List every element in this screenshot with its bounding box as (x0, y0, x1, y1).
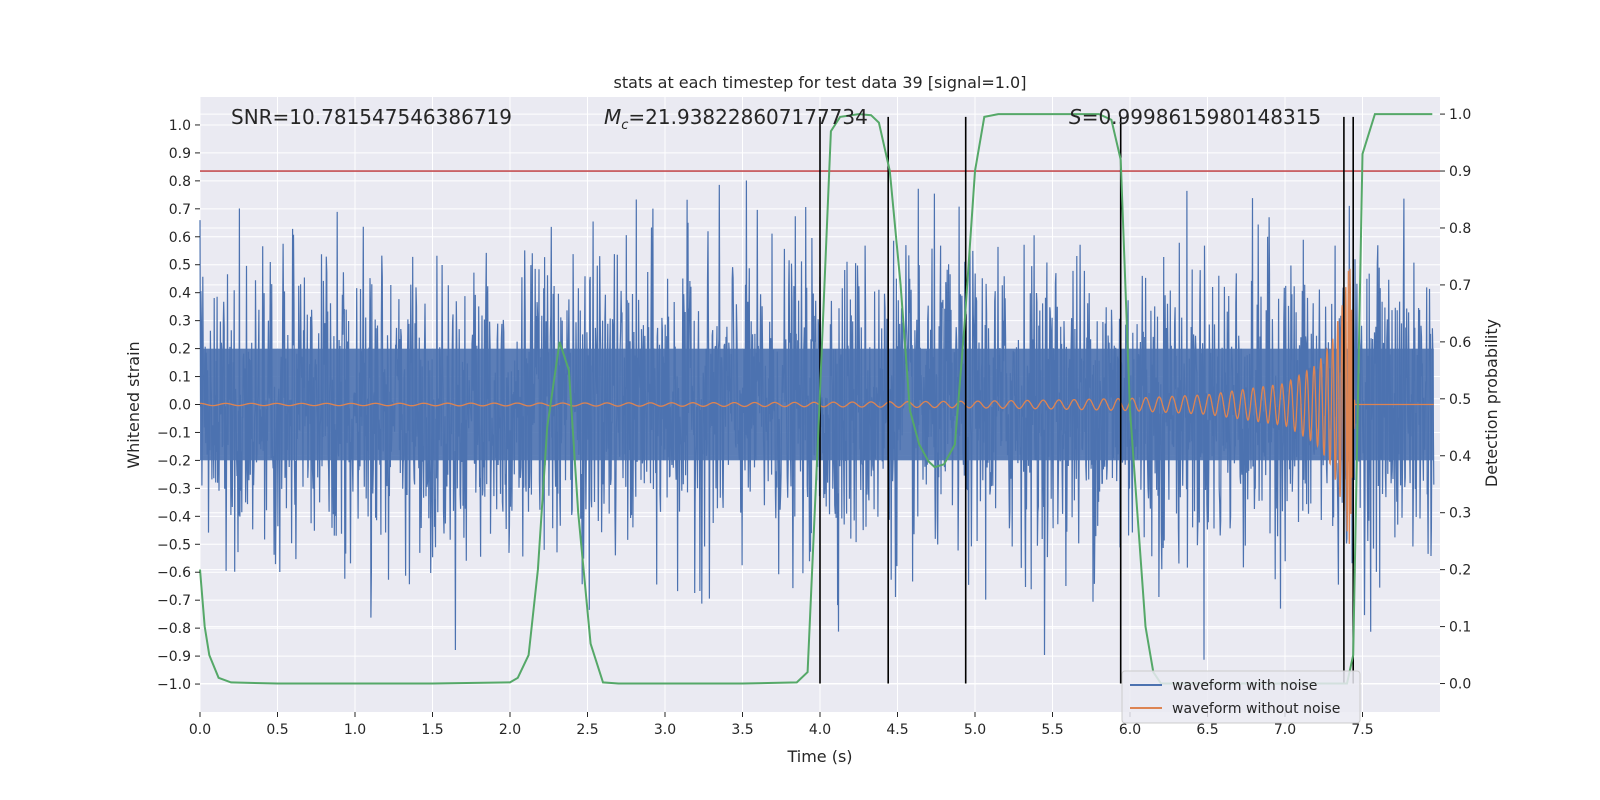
y-tick-label: 0.7 (169, 202, 191, 218)
clean-series (200, 268, 1434, 544)
x-tick-label: 4.0 (809, 722, 831, 738)
y-tick-label: 0.4 (169, 286, 191, 302)
chirp-mass-value: =21.938228607177734 (628, 105, 867, 129)
x-tick-label: 2.0 (499, 722, 521, 738)
x-tick-label: 4.5 (886, 722, 908, 738)
x-tick-label: 6.5 (1196, 722, 1218, 738)
snr-annotation: SNR=10.781547546386719 (231, 105, 512, 129)
y-tick-label: −1.0 (157, 677, 191, 693)
x-tick-label: 3.0 (654, 722, 676, 738)
probability-series (199, 113, 1433, 685)
y-tick-label: −0.1 (157, 425, 191, 441)
y-tick-label: 0.5 (169, 258, 191, 274)
legend: waveform with noise waveform without noi… (1121, 670, 1361, 724)
y-tick-label: −0.2 (157, 453, 191, 469)
score-value: =0.9998615980148315 (1082, 105, 1321, 129)
x-tick-label: 7.0 (1274, 722, 1296, 738)
axis-ticks: 0.0 0.5 1.0 1.5 2.0 2.5 3.0 3.5 4.0 4.5 5.0 5.5 6.0 6… (157, 107, 1471, 738)
y2-tick-label: 0.0 (1449, 677, 1471, 693)
y2-tick-label: 0.7 (1449, 278, 1471, 294)
y-tick-label: 1.0 (169, 118, 191, 134)
x-tick-label: 3.5 (731, 722, 753, 738)
y-tick-label: 0.2 (169, 342, 191, 358)
y-tick-label: −0.8 (157, 621, 191, 637)
x-tick-label: 2.5 (576, 722, 598, 738)
chart-title: stats at each timestep for test data 39 … (614, 73, 1027, 92)
y-tick-label: −0.6 (157, 565, 191, 581)
chirp-mass-subscript: c (621, 118, 628, 133)
y2-tick-label: 0.8 (1449, 221, 1471, 237)
y-tick-label: 0.6 (169, 230, 191, 246)
legend-label-clean: waveform without noise (1172, 701, 1340, 717)
y-tick-label: 0.1 (169, 370, 191, 386)
legend-label-noise: waveform with noise (1172, 678, 1317, 694)
detection-probability-line (199, 113, 1433, 685)
y2-tick-label: 0.4 (1449, 449, 1471, 465)
y2-tick-label: 0.2 (1449, 563, 1471, 579)
y-tick-label: −0.7 (157, 593, 191, 609)
y2-axis-label: Detection probability (1482, 319, 1501, 487)
clean-waveform-line (200, 268, 1434, 544)
chirp-mass-annotation: Mc=21.938228607177734 (604, 105, 868, 133)
x-tick-label: 5.0 (964, 722, 986, 738)
y-tick-label: −0.4 (157, 509, 191, 525)
y-axis-label: Whitened strain (124, 341, 143, 468)
y2-tick-label: 0.5 (1449, 392, 1471, 408)
chirp-mass-symbol: M (604, 105, 621, 129)
x-tick-label: 1.0 (344, 722, 366, 738)
x-tick-label: 5.5 (1041, 722, 1063, 738)
legend-box (1121, 670, 1361, 724)
x-tick-label: 0.5 (266, 722, 288, 738)
y2-tick-label: 0.9 (1449, 164, 1471, 180)
y2-tick-label: 0.6 (1449, 335, 1471, 351)
score-symbol: S (1069, 105, 1082, 129)
y-tick-label: −0.3 (157, 481, 191, 497)
y2-tick-label: 0.3 (1449, 506, 1471, 522)
x-tick-label: 7.5 (1351, 722, 1373, 738)
score-annotation: S=0.9998615980148315 (1069, 105, 1321, 129)
y2-tick-label: 1.0 (1449, 107, 1471, 123)
x-axis-label: Time (s) (786, 747, 852, 766)
y-tick-label: 0.8 (169, 174, 191, 190)
y-tick-label: 0.9 (169, 146, 191, 162)
y-tick-label: −0.5 (157, 537, 191, 553)
y-tick-label: 0.0 (169, 398, 191, 414)
x-tick-label: 6.0 (1119, 722, 1141, 738)
x-tick-label: 1.5 (421, 722, 443, 738)
y-tick-label: −0.9 (157, 649, 191, 665)
y2-tick-label: 0.1 (1449, 620, 1471, 636)
y-tick-label: 0.3 (169, 314, 191, 330)
x-tick-label: 0.0 (189, 722, 211, 738)
